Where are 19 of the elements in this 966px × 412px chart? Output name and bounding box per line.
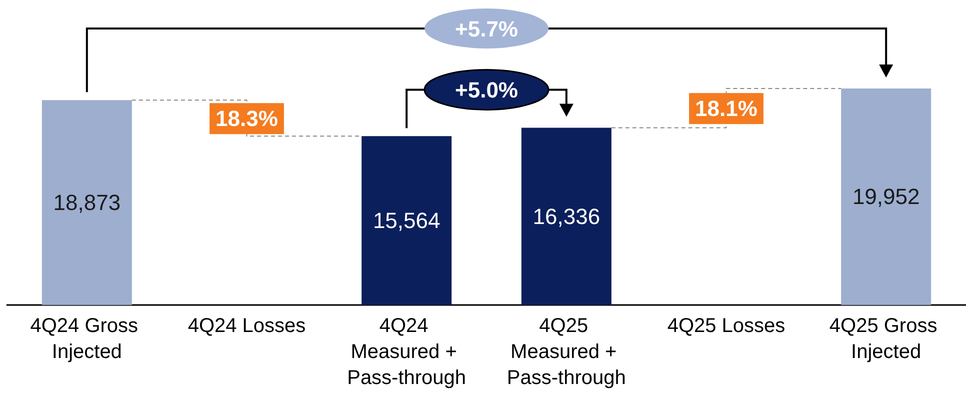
label-box: 18.3% — [210, 103, 284, 134]
x-tick-label: 4Q24 Measured + Pass-through — [347, 315, 466, 389]
annotation: +5.0% — [455, 78, 518, 103]
x-tick-label: 4Q25 Measured + Pass-through — [506, 315, 626, 389]
x-tick-label: 4Q25 Gross Injected — [829, 315, 943, 363]
x-tick-label: 4Q25 Losses — [667, 315, 786, 337]
label-box: 18.1% — [689, 93, 764, 124]
bar — [42, 100, 132, 305]
data-label: 15,564 — [372, 208, 440, 234]
annotation: 18.1% — [695, 96, 758, 122]
data-label: 19,952 — [852, 184, 920, 210]
x-tick-label: 4Q24 Gross Injected — [30, 315, 144, 363]
bar — [362, 136, 452, 305]
text: +5.7% — [455, 16, 518, 42]
bar — [841, 88, 932, 305]
data-label: 16,336 — [532, 204, 600, 229]
x-tick-label: 4Q24 Losses — [188, 315, 306, 337]
data-label: 18,873 — [53, 190, 121, 216]
annotation: 18.3% — [216, 106, 278, 132]
